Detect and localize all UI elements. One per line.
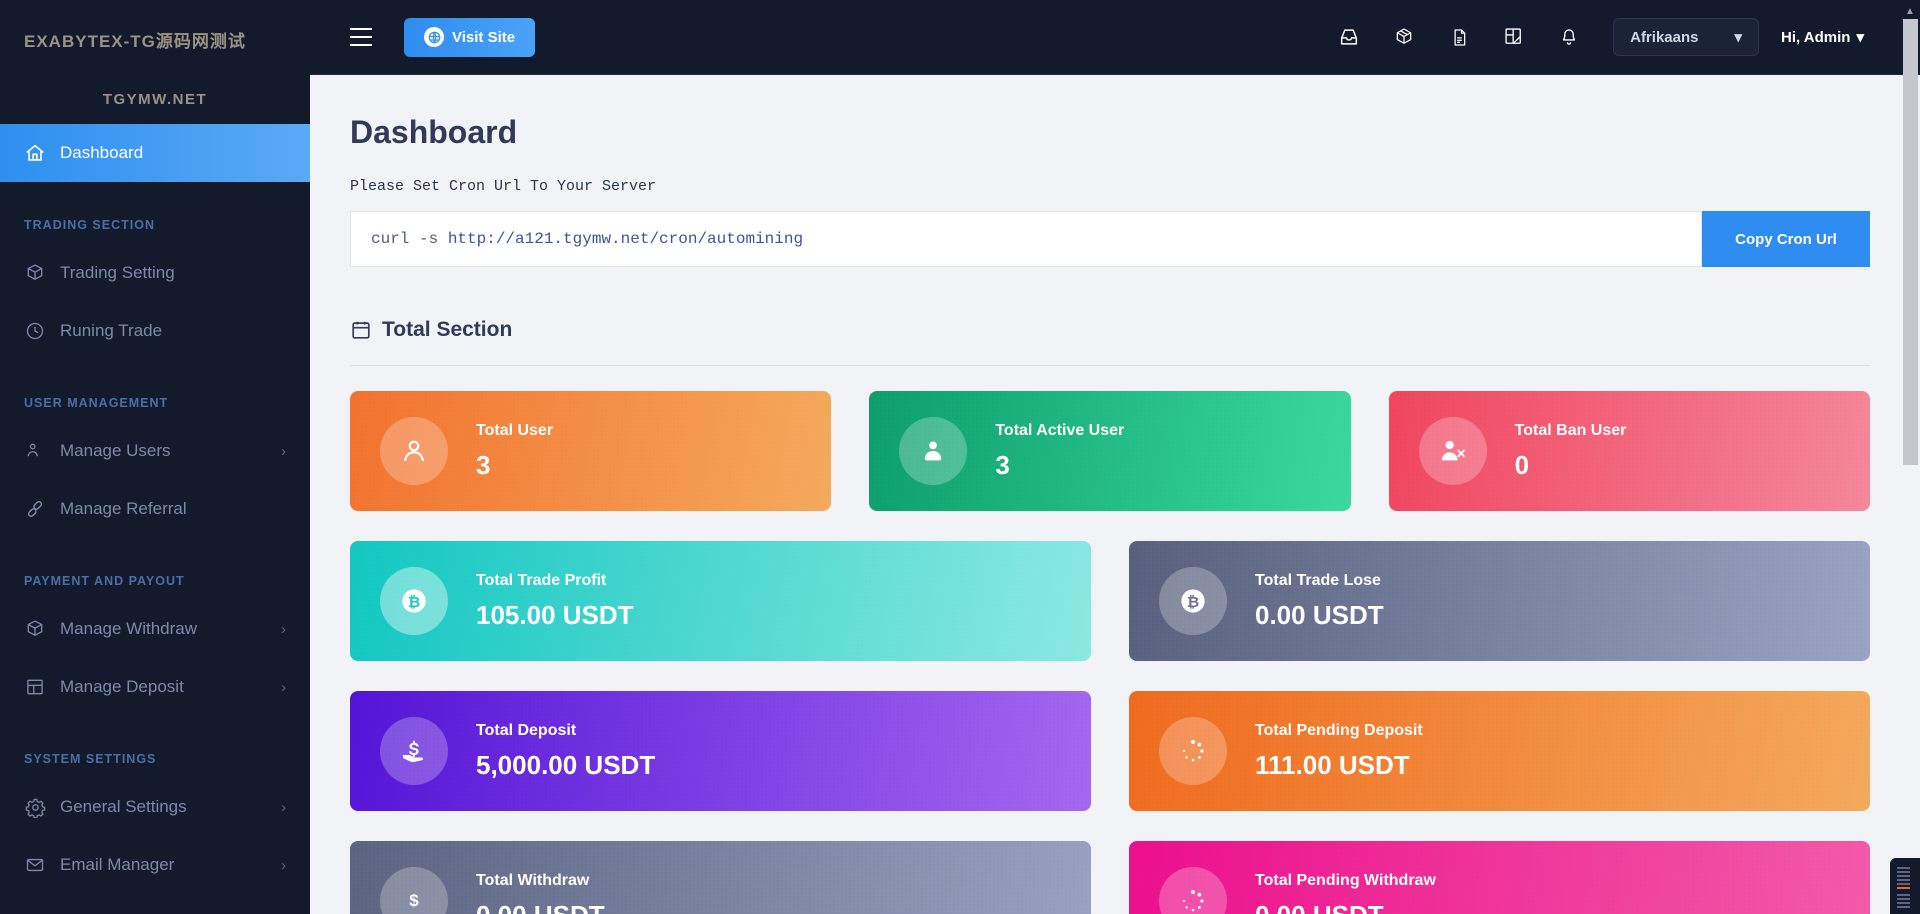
svg-text:₿: ₿ [408,594,420,611]
svg-text:₿: ₿ [1187,594,1199,611]
svg-text:$: $ [409,891,419,910]
